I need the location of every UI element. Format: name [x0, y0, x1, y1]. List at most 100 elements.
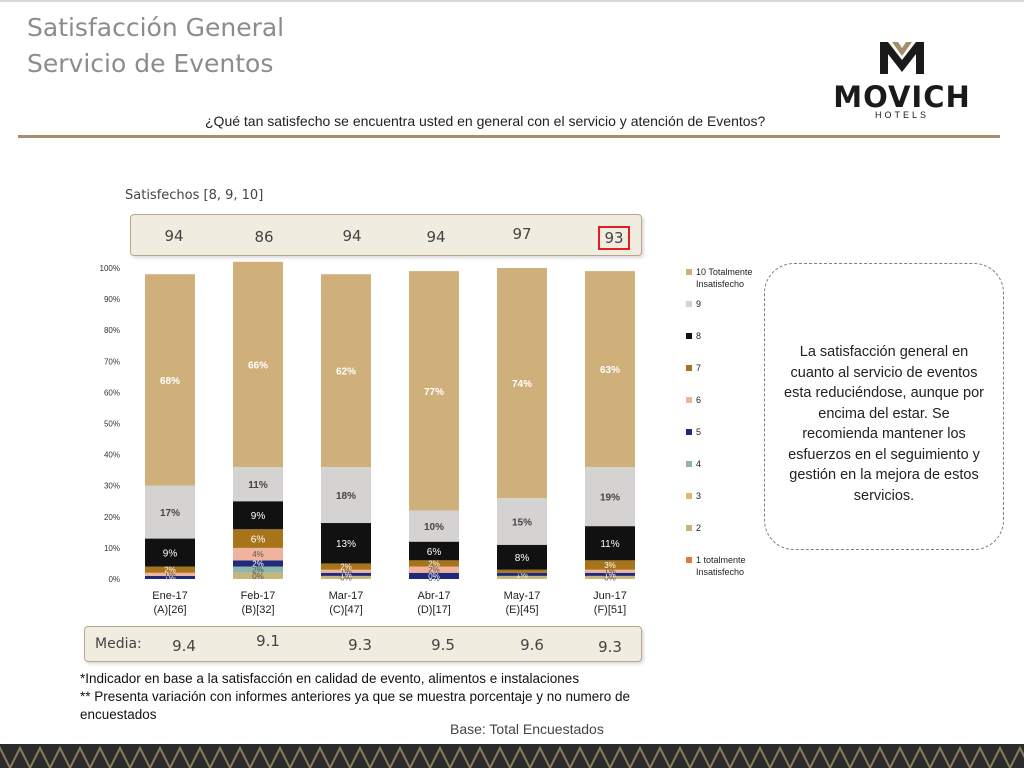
legend-swatch	[686, 333, 692, 339]
data-label: 77%	[424, 387, 444, 398]
pattern-chevron	[249, 745, 271, 768]
y-tick-label: 10%	[104, 544, 120, 553]
data-label: 2%	[428, 566, 440, 575]
logo-subtitle: HOTELS	[874, 110, 929, 120]
decorative-footer-pattern	[0, 744, 1024, 768]
legend-swatch	[686, 301, 692, 307]
data-label: 1%	[340, 567, 352, 576]
header-divider	[18, 135, 1000, 138]
bar-segment	[233, 566, 283, 573]
y-tick-label: 100%	[100, 264, 120, 273]
pattern-chevron	[389, 745, 411, 768]
pattern-chevron	[9, 745, 31, 768]
survey-question: ¿Qué tan satisfecho se encuentra usted e…	[205, 113, 766, 129]
data-label: 63%	[600, 365, 620, 376]
data-label: 0%	[252, 572, 264, 581]
insight-text: La satisfacción general en cuanto al ser…	[784, 344, 984, 504]
bar-segment	[585, 467, 635, 527]
pattern-chevron	[429, 745, 451, 768]
y-tick-label: 60%	[104, 388, 120, 397]
pattern-chevron	[669, 745, 691, 768]
data-label: 4%	[252, 550, 264, 559]
bar-segment	[497, 569, 547, 573]
legend-item: 7	[686, 362, 766, 374]
data-label: 2%	[252, 559, 264, 568]
bar-segment	[409, 560, 459, 567]
pattern-chevron	[769, 745, 791, 768]
bar-segment	[233, 261, 283, 468]
data-label: 1%	[340, 570, 352, 579]
footnote-2: ** Presenta variación con informes anter…	[80, 689, 631, 722]
pattern-chevron	[349, 745, 371, 768]
bar-segment	[409, 572, 459, 579]
legend-label: 2	[696, 523, 702, 533]
y-tick-label: 20%	[104, 513, 120, 522]
bar-segment	[145, 538, 195, 567]
data-label: 9%	[163, 549, 178, 560]
pattern-chevron	[529, 745, 551, 768]
bar-segment	[409, 510, 459, 542]
pattern-chevron	[129, 745, 151, 768]
pattern-chevron	[929, 745, 951, 768]
bar-segment	[409, 566, 459, 573]
page-title: Satisfacción General Servicio de Eventos	[27, 10, 284, 82]
legend-swatch	[686, 557, 692, 563]
bar-segment	[497, 575, 547, 579]
legend-item: 1 totalmente Insatisfecho	[686, 554, 766, 578]
x-tick-label: (E)[45]	[505, 604, 538, 616]
x-tick-label: (F)[51]	[594, 604, 626, 616]
legend-label: 7	[696, 363, 702, 373]
legend-swatch	[686, 493, 692, 499]
pattern-chevron	[969, 745, 991, 768]
satisfied-value-may: 97	[512, 225, 532, 243]
pattern-chevron	[829, 745, 851, 768]
pattern-chevron	[649, 745, 671, 768]
pattern-chevron	[89, 745, 111, 768]
data-label: 13%	[336, 539, 356, 550]
logo-wordmark: MOVICH	[833, 80, 971, 114]
data-label: 1%	[164, 573, 176, 582]
footnote-1: *Indicador en base a la satisfacción en …	[80, 671, 580, 686]
legend-item: 6	[686, 394, 766, 406]
data-label: 10%	[424, 522, 444, 533]
pattern-chevron	[889, 745, 911, 768]
data-label: 1%	[164, 570, 176, 579]
media-value-abr: 9.5	[431, 636, 455, 654]
bar-segment	[233, 529, 283, 548]
x-tick-label: Ene-17	[152, 590, 187, 602]
x-tick-label: Feb-17	[241, 590, 276, 602]
page-title-line-2: Servicio de Eventos	[27, 49, 274, 78]
data-label: 0%	[428, 574, 440, 583]
bar-segment	[585, 526, 635, 561]
pattern-chevron	[809, 745, 831, 768]
pattern-chevron	[629, 745, 651, 768]
bar-segment	[233, 547, 283, 561]
legend-label: 3	[696, 491, 702, 501]
satisfied-value-abr: 94	[426, 228, 446, 246]
satisfied-value-feb: 86	[254, 228, 274, 246]
pattern-chevron	[69, 745, 91, 768]
pattern-chevron	[609, 745, 631, 768]
satisfied-value-mar: 94	[342, 227, 362, 245]
pattern-chevron	[409, 745, 431, 768]
bar-segment	[145, 566, 195, 573]
legend-swatch	[686, 525, 692, 531]
bar-segment	[321, 523, 371, 564]
pattern-chevron	[709, 745, 731, 768]
top-border	[0, 0, 1024, 2]
satisfied-value-ene: 94	[164, 227, 184, 245]
x-tick-label: (C)[47]	[329, 604, 363, 616]
pattern-chevron	[449, 745, 471, 768]
movich-logo: MOVICH HOTELS	[812, 38, 992, 124]
data-label: 74%	[512, 379, 532, 390]
x-tick-label: (A)[26]	[153, 604, 186, 616]
satisfied-band: 94 86 94 94 97 93	[130, 214, 642, 256]
pattern-chevron	[49, 745, 71, 768]
bar-segment	[233, 560, 283, 567]
bar-segment	[497, 572, 547, 576]
bar-segment	[321, 563, 371, 570]
pattern-chevron	[209, 745, 231, 768]
y-tick-label: 0%	[108, 575, 120, 584]
pattern-chevron	[149, 745, 171, 768]
pattern-chevron	[989, 745, 1011, 768]
